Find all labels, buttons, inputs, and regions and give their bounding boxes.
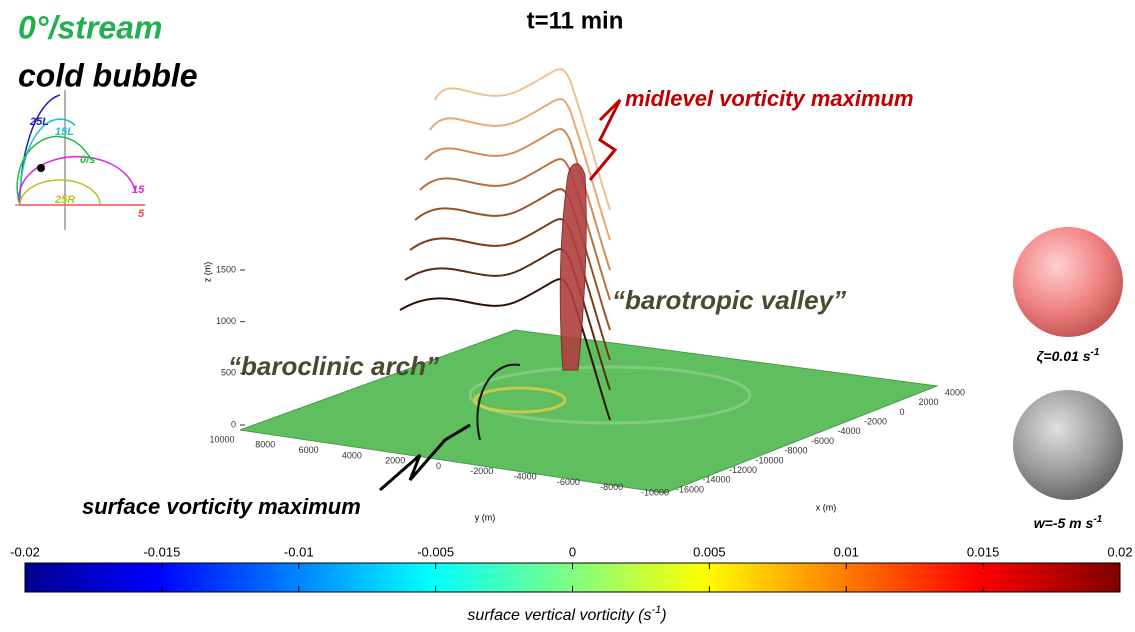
y-tick-label: -2000	[470, 466, 493, 476]
x-tick-label: -10000	[755, 455, 783, 465]
colorbar-label: surface vertical vorticity (s-1)	[467, 604, 666, 624]
hodograph-label: 5	[138, 208, 145, 220]
colorbar-tick-label: 0.005	[693, 544, 726, 559]
x-tick-label: -8000	[784, 446, 807, 456]
hodograph: 25L 15L 0/s 15 25R 5	[15, 90, 145, 230]
legend-label: w=-5 m s-1	[1034, 514, 1103, 531]
x-tick-label: -14000	[702, 475, 730, 485]
y-tick-label: 0	[436, 461, 441, 471]
annotation: surface vorticity maximum	[82, 494, 361, 519]
x-tick-label: -16000	[676, 484, 704, 494]
colorbar-tick-label: -0.005	[417, 544, 454, 559]
y-tick-label: -10000	[641, 487, 669, 497]
y-tick-label: -8000	[600, 482, 623, 492]
y-tick-label: -4000	[514, 471, 537, 481]
z-tick-label: 1500	[216, 264, 236, 274]
x-tick-label: 0	[899, 407, 904, 417]
figure: 25L 15L 0/s 15 25R 5 t=11 min 0°/stream cold …	[0, 0, 1135, 627]
z-tick-label: 1000	[216, 316, 236, 326]
hodograph-label: 0/s	[80, 154, 95, 166]
colorbar-tick-label: 0	[569, 544, 576, 559]
y-tick-label: 10000	[209, 434, 234, 444]
x-tick-label: -12000	[729, 465, 757, 475]
colorbar-tick-label: -0.02	[10, 544, 40, 559]
x-tick-label: 2000	[918, 397, 938, 407]
y-tick-label: 6000	[299, 445, 319, 455]
colorbar-tick-label: -0.01	[284, 544, 314, 559]
y-tick-label: -6000	[557, 477, 580, 487]
x-axis-label: x (m)	[816, 502, 837, 512]
hodograph-label: 15	[132, 184, 145, 196]
legend-sphere-vorticity	[1013, 227, 1123, 337]
annotation: midlevel vorticity maximum	[625, 86, 914, 111]
case-label: 0°/stream	[18, 9, 162, 45]
hodograph-label: 25L	[29, 116, 49, 128]
title: t=11 min	[527, 7, 624, 34]
x-tick-label: -4000	[837, 426, 860, 436]
annotation: “baroclinic arch”	[228, 351, 439, 381]
x-tick-label: -2000	[864, 416, 887, 426]
y-axis-label: y (m)	[475, 512, 496, 522]
legend-sphere-updraft	[1013, 390, 1123, 500]
x-tick-label: -6000	[811, 436, 834, 446]
z-tick-label: 0	[231, 419, 236, 429]
case-sublabel: cold bubble	[18, 57, 198, 93]
z-axis-label: z (m)	[202, 262, 212, 283]
z-tick-label: 500	[221, 368, 236, 378]
hodograph-label: 15L	[55, 126, 74, 138]
y-tick-label: 4000	[342, 450, 362, 460]
colorbar-tick-label: 0.015	[967, 544, 1000, 559]
annotation: “barotropic valley”	[612, 285, 846, 315]
colorbar-tick-label: 0.01	[834, 544, 859, 559]
hodograph-label: 25R	[54, 194, 75, 206]
colorbar-tick-label: -0.015	[143, 544, 180, 559]
legend-label: ζ=0.01 s-1	[1037, 347, 1100, 364]
colorbar-tick-label: 0.02	[1107, 544, 1132, 559]
arrow-midlevel	[590, 100, 620, 180]
x-tick-label: 4000	[945, 387, 965, 397]
y-tick-label: 8000	[255, 440, 275, 450]
y-tick-label: 2000	[385, 456, 405, 466]
